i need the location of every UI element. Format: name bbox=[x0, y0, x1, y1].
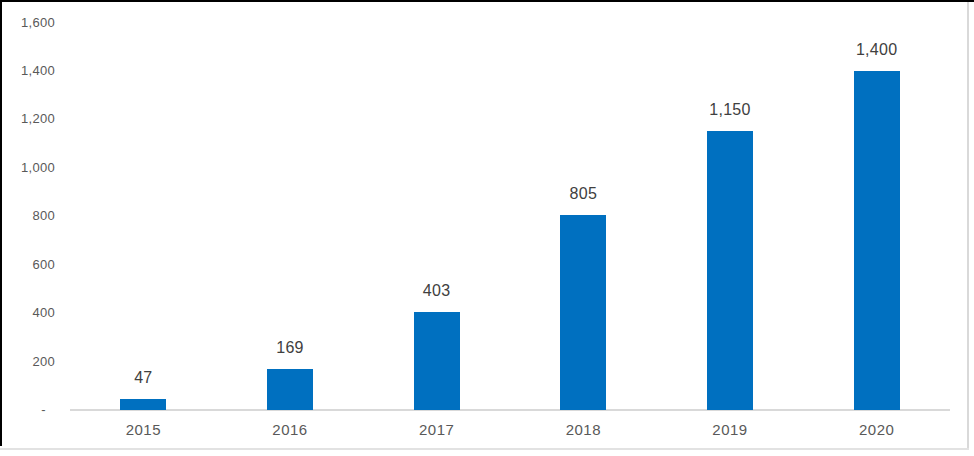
screenshot-border-top bbox=[0, 0, 974, 2]
x-tick-label: 2017 bbox=[377, 421, 497, 439]
chart-frame-bottom-edge bbox=[0, 448, 969, 450]
x-tick-label: 2015 bbox=[83, 421, 203, 439]
x-tick-label: 2016 bbox=[230, 421, 350, 439]
screenshot-border-left bbox=[0, 0, 2, 446]
x-axis: 2015 2016 2017 2018 2019 2020 bbox=[0, 0, 974, 456]
x-tick-label: 2019 bbox=[670, 421, 790, 439]
chart-frame-right-edge bbox=[967, 2, 969, 450]
chart-canvas: 1,6001,4001,2001,000800600400200- 471694… bbox=[0, 0, 974, 456]
x-tick-label: 2018 bbox=[523, 421, 643, 439]
x-tick-label: 2020 bbox=[817, 421, 937, 439]
